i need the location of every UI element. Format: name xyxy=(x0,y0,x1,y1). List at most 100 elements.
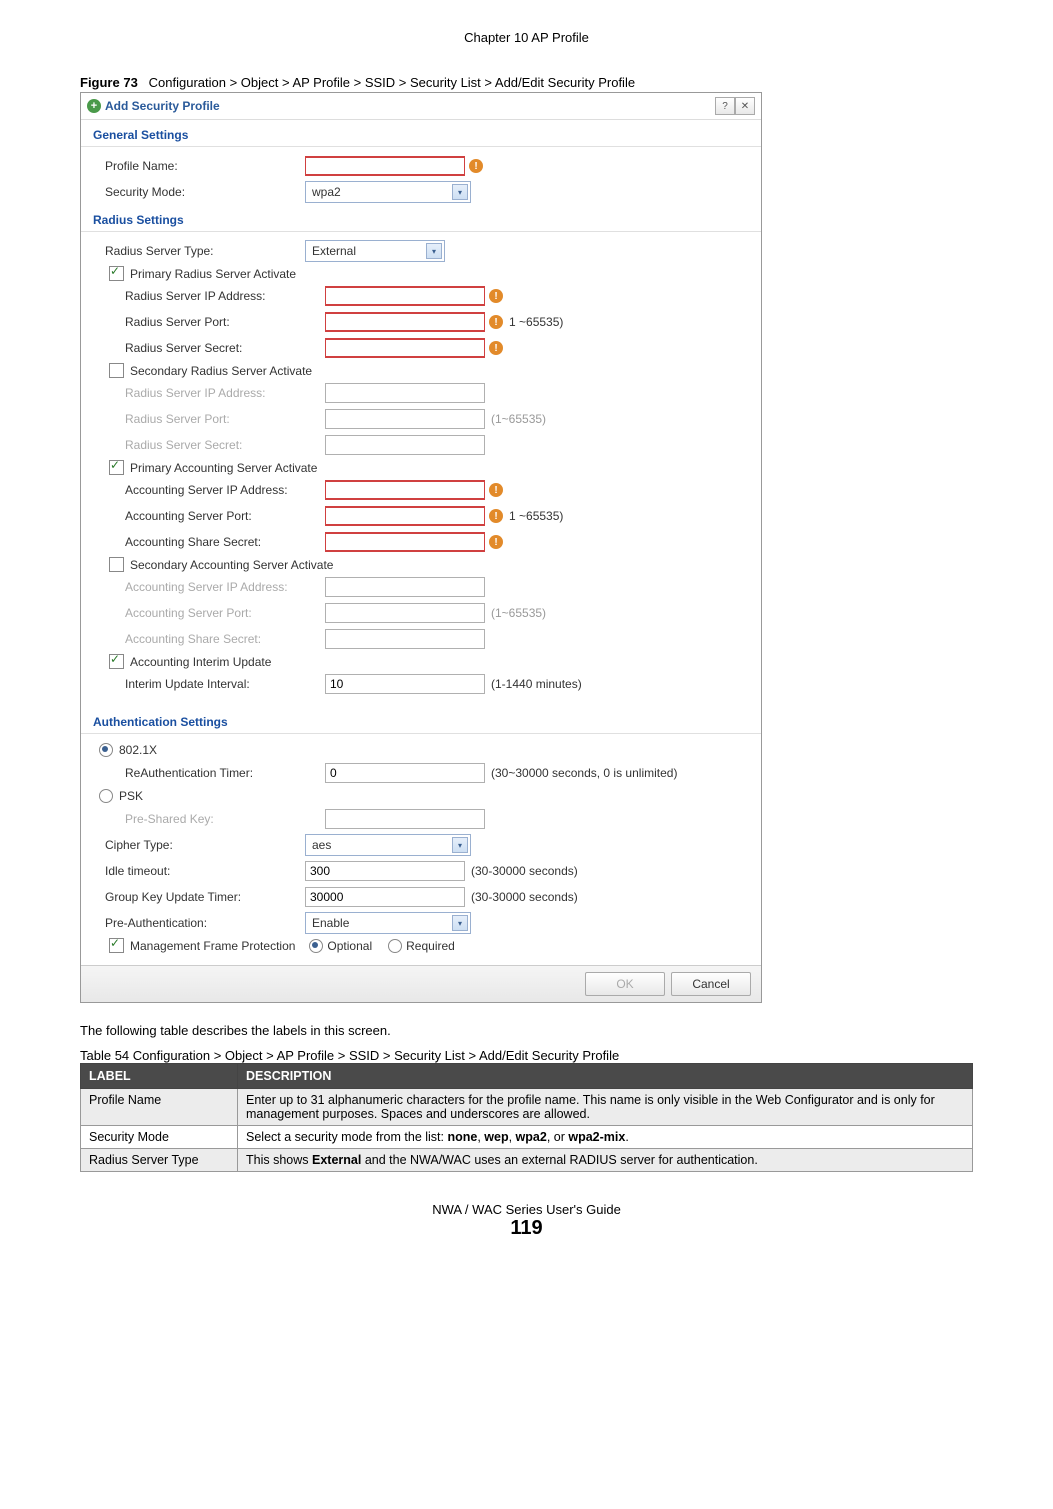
interim-checkbox-row: Accounting Interim Update xyxy=(81,652,761,671)
security-mode-label: Security Mode: xyxy=(81,185,305,199)
psk-label: PSK xyxy=(119,789,143,803)
figure-number: Figure 73 xyxy=(80,75,138,90)
radius-ip-input[interactable] xyxy=(325,286,485,306)
8021x-radio-row: 802.1X xyxy=(81,740,761,760)
mfp-required-radio[interactable] xyxy=(388,939,402,953)
primary-accounting-checkbox[interactable] xyxy=(109,460,124,475)
mfp-label: Management Frame Protection xyxy=(130,939,295,953)
cipher-value: aes xyxy=(312,838,331,852)
table-cell-label: Radius Server Type xyxy=(81,1149,238,1172)
warning-icon: ! xyxy=(489,289,503,303)
profile-name-input[interactable] xyxy=(305,156,465,176)
warning-icon: ! xyxy=(489,535,503,549)
cipher-select[interactable]: aes ▾ xyxy=(305,834,471,856)
description-table: LABEL DESCRIPTION Profile NameEnter up t… xyxy=(80,1063,973,1172)
sec-radius-port-input xyxy=(325,409,485,429)
acct-secret-label: Accounting Share Secret: xyxy=(81,535,325,549)
radius-server-type-select[interactable]: External ▾ xyxy=(305,240,445,262)
reauth-input[interactable] xyxy=(325,763,485,783)
section-auth: Authentication Settings xyxy=(81,707,761,734)
acct-secret-input[interactable] xyxy=(325,532,485,552)
sec-acct-ip-input xyxy=(325,577,485,597)
primary-radius-label: Primary Radius Server Activate xyxy=(130,267,296,281)
idle-input[interactable] xyxy=(305,861,465,881)
sec-acct-secret-input xyxy=(325,629,485,649)
security-mode-value: wpa2 xyxy=(312,185,341,199)
acct-port-input[interactable] xyxy=(325,506,485,526)
interim-hint: (1-1440 minutes) xyxy=(491,677,582,691)
sec-radius-port-hint: (1~65535) xyxy=(491,412,546,426)
psk-radio-row: PSK xyxy=(81,786,761,806)
dialog-titlebar: + Add Security Profile ? ✕ xyxy=(81,93,761,120)
reauth-label: ReAuthentication Timer: xyxy=(81,766,325,780)
secondary-radius-checkbox-row: Secondary Radius Server Activate xyxy=(81,361,761,380)
secondary-accounting-checkbox[interactable] xyxy=(109,557,124,572)
secondary-radius-checkbox[interactable] xyxy=(109,363,124,378)
sec-radius-ip-label: Radius Server IP Address: xyxy=(81,386,325,400)
gku-label: Group Key Update Timer: xyxy=(81,890,305,904)
mfp-required-option: Required xyxy=(388,939,455,953)
page-footer: NWA / WAC Series User's Guide 119 xyxy=(80,1202,973,1240)
psk-key-input xyxy=(325,809,485,829)
figure-caption: Figure 73 Configuration > Object > AP Pr… xyxy=(80,75,973,90)
cancel-button[interactable]: Cancel xyxy=(671,972,751,996)
footer-page-number: 119 xyxy=(80,1217,973,1240)
radius-port-input[interactable] xyxy=(325,312,485,332)
close-button[interactable]: ✕ xyxy=(735,97,755,115)
sec-acct-secret-label: Accounting Share Secret: xyxy=(81,632,325,646)
8021x-radio[interactable] xyxy=(99,743,113,757)
chevron-down-icon: ▾ xyxy=(452,837,468,853)
idle-label: Idle timeout: xyxy=(81,864,305,878)
radius-ip-label: Radius Server IP Address: xyxy=(81,289,325,303)
section-general: General Settings xyxy=(81,120,761,147)
radius-server-type-label: Radius Server Type: xyxy=(81,244,305,258)
mfp-checkbox[interactable] xyxy=(109,938,124,953)
sec-acct-ip-label: Accounting Server IP Address: xyxy=(81,580,325,594)
8021x-label: 802.1X xyxy=(119,743,157,757)
preauth-label: Pre-Authentication: xyxy=(81,916,305,930)
mfp-optional-label: Optional xyxy=(327,939,372,953)
psk-radio[interactable] xyxy=(99,789,113,803)
cipher-label: Cipher Type: xyxy=(81,838,305,852)
dialog-footer: OK Cancel xyxy=(81,965,761,1002)
mfp-required-label: Required xyxy=(406,939,455,953)
sec-radius-secret-input xyxy=(325,435,485,455)
sec-acct-port-label: Accounting Server Port: xyxy=(81,606,325,620)
help-button[interactable]: ? xyxy=(715,97,735,115)
primary-radius-checkbox[interactable] xyxy=(109,266,124,281)
radius-secret-input[interactable] xyxy=(325,338,485,358)
table-caption: Table 54 Configuration > Object > AP Pro… xyxy=(80,1048,973,1063)
table-cell-description: Select a security mode from the list: no… xyxy=(238,1126,973,1149)
radius-port-label: Radius Server Port: xyxy=(81,315,325,329)
warning-icon: ! xyxy=(489,315,503,329)
psk-key-label: Pre-Shared Key: xyxy=(81,812,325,826)
ok-button[interactable]: OK xyxy=(585,972,665,996)
secondary-radius-label: Secondary Radius Server Activate xyxy=(130,364,312,378)
security-mode-select[interactable]: wpa2 ▾ xyxy=(305,181,471,203)
primary-accounting-checkbox-row: Primary Accounting Server Activate xyxy=(81,458,761,477)
table-header-label: LABEL xyxy=(81,1064,238,1089)
interim-checkbox[interactable] xyxy=(109,654,124,669)
radius-port-hint: 1 ~65535) xyxy=(509,315,563,329)
acct-port-label: Accounting Server Port: xyxy=(81,509,325,523)
chapter-header: Chapter 10 AP Profile xyxy=(80,30,973,45)
footer-guide: NWA / WAC Series User's Guide xyxy=(80,1202,973,1217)
sec-acct-port-input xyxy=(325,603,485,623)
preauth-select[interactable]: Enable ▾ xyxy=(305,912,471,934)
gku-hint: (30-30000 seconds) xyxy=(471,890,578,904)
table-cell-description: Enter up to 31 alphanumeric characters f… xyxy=(238,1089,973,1126)
idle-hint: (30-30000 seconds) xyxy=(471,864,578,878)
interim-input[interactable] xyxy=(325,674,485,694)
mfp-optional-radio[interactable] xyxy=(309,939,323,953)
acct-ip-input[interactable] xyxy=(325,480,485,500)
preauth-value: Enable xyxy=(312,916,349,930)
interim-label-cb: Accounting Interim Update xyxy=(130,655,271,669)
dialog-title: + Add Security Profile xyxy=(87,99,220,113)
add-icon: + xyxy=(87,99,101,113)
gku-input[interactable] xyxy=(305,887,465,907)
radius-secret-label: Radius Server Secret: xyxy=(81,341,325,355)
profile-name-label: Profile Name: xyxy=(81,159,305,173)
table-cell-description: This shows External and the NWA/WAC uses… xyxy=(238,1149,973,1172)
interim-label: Interim Update Interval: xyxy=(81,677,325,691)
acct-ip-label: Accounting Server IP Address: xyxy=(81,483,325,497)
